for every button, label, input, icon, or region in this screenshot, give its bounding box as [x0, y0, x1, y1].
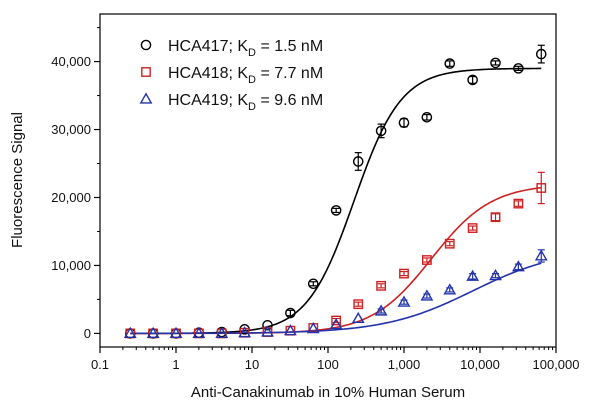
data-point: [490, 57, 501, 69]
x-axis-title: Anti-Canakinumab in 10% Human Serum: [191, 384, 465, 401]
data-point: [398, 117, 410, 129]
data-point: [421, 255, 432, 265]
data-point: [513, 198, 524, 209]
x-tick-label: 1: [172, 357, 179, 372]
x-tick-label: 0.1: [91, 357, 109, 372]
data-points: [123, 44, 548, 339]
data-point: [443, 283, 457, 295]
data-point: [261, 325, 274, 337]
legend-marker: [141, 67, 151, 77]
data-point: [307, 278, 319, 290]
data-point: [511, 260, 525, 272]
y-axis: 0 10,000 20,000 30,000 40,000: [51, 27, 100, 341]
x-tick-label: 10: [245, 357, 259, 372]
x-axis: 0.1 1 10 100 1,000 10,000 100,000: [91, 347, 580, 372]
data-point: [467, 74, 478, 86]
legend-label: HCA419; KD = 9.6 nM: [168, 92, 323, 113]
legend-label: HCA418; KD = 7.7 nM: [168, 65, 323, 86]
fit-curve: [130, 262, 542, 335]
y-tick-label: 0: [84, 326, 91, 341]
x-tick-label: 1,000: [388, 357, 421, 372]
data-point: [535, 48, 547, 60]
data-point: [397, 295, 411, 307]
data-point: [534, 249, 548, 261]
legend-marker: [139, 92, 153, 104]
data-point: [192, 326, 206, 339]
legend-label: HCA417; KD = 1.5 nM: [168, 38, 323, 59]
data-point: [376, 280, 387, 291]
y-tick-label: 40,000: [51, 54, 91, 69]
data-point: [283, 324, 297, 336]
data-point: [466, 269, 480, 281]
data-point: [421, 111, 433, 123]
data-point: [285, 307, 296, 319]
data-point: [444, 58, 456, 69]
y-axis-title: Fluorescence Signal: [9, 112, 26, 248]
data-point: [489, 269, 502, 281]
y-tick-label: 10,000: [51, 258, 91, 273]
data-point: [262, 319, 273, 331]
legend-marker: [140, 39, 152, 51]
data-point: [146, 326, 160, 339]
data-point: [215, 326, 229, 339]
data-point: [123, 326, 137, 339]
data-point: [444, 238, 455, 249]
data-point: [306, 322, 320, 334]
x-tick-label: 10,000: [460, 357, 500, 372]
x-tick-label: 100: [317, 357, 339, 372]
legend: HCA417; KD = 1.5 nM HCA418; KD = 7.7 nM HC…: [139, 38, 323, 113]
y-tick-label: 30,000: [51, 122, 91, 137]
data-point: [169, 326, 183, 339]
data-point: [330, 205, 342, 216]
data-point: [374, 304, 388, 316]
data-point: [353, 299, 364, 310]
data-point: [329, 317, 343, 330]
data-point: [352, 156, 364, 167]
data-point: [513, 63, 524, 74]
data-point: [238, 326, 252, 338]
data-point: [331, 315, 342, 326]
data-point: [399, 268, 409, 279]
data-point: [536, 183, 547, 193]
data-point: [351, 311, 365, 324]
fit-curves: [130, 67, 542, 335]
x-tick-label: 100,000: [533, 357, 580, 372]
data-point: [467, 223, 478, 233]
data-point: [375, 125, 387, 137]
data-point: [420, 289, 434, 301]
y-tick-label: 20,000: [51, 190, 91, 205]
data-point: [490, 212, 501, 223]
plot-frame: [99, 13, 557, 348]
